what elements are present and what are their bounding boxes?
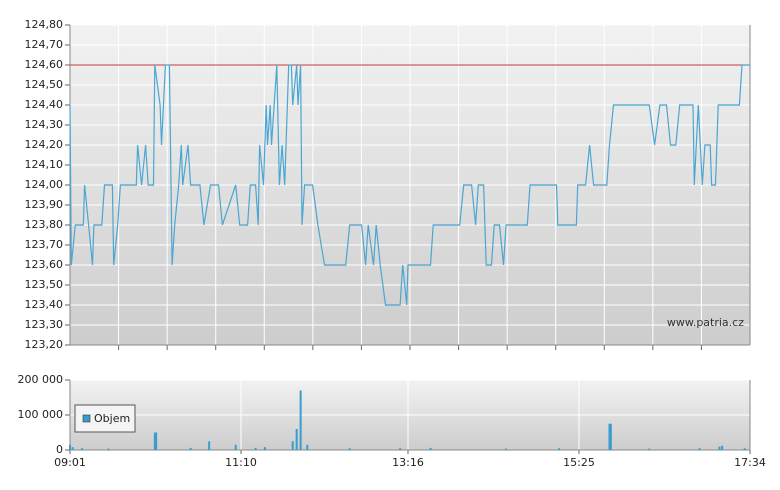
- price-line: [69, 64, 750, 306]
- volume-bar: [718, 446, 721, 450]
- volume-bar: [263, 447, 266, 450]
- volume-bar: [743, 448, 746, 450]
- volume-bar: [234, 444, 237, 450]
- volume-bar: [299, 390, 302, 450]
- volume-bar: [155, 432, 158, 450]
- y-tick-label: 123,80: [25, 218, 64, 231]
- volume-bar: [71, 447, 74, 450]
- y-tick-label: 123,90: [25, 198, 64, 211]
- volume-bar: [721, 445, 724, 450]
- y-tick-label: 124,30: [25, 118, 64, 131]
- y-tick-label: 123,60: [25, 258, 64, 271]
- y-tick-label: 124,70: [25, 38, 64, 51]
- volume-bar: [698, 448, 701, 450]
- volume-bar: [80, 448, 83, 450]
- watermark: www.patria.cz: [667, 316, 744, 329]
- volume-bar: [189, 447, 192, 450]
- y-tick-label: 123,40: [25, 298, 64, 311]
- volume-bar: [399, 448, 402, 450]
- volume-bar: [348, 448, 351, 450]
- volume-bar: [153, 432, 156, 450]
- y-tick-label: 124,10: [25, 158, 64, 171]
- volume-bar: [107, 448, 110, 450]
- y-tick-label: 123,20: [25, 338, 64, 351]
- volume-bar: [429, 447, 432, 450]
- y-tick-label: 124,40: [25, 98, 64, 111]
- volume-bar: [608, 423, 611, 450]
- volume-bar: [648, 448, 651, 450]
- volume-bar: [558, 448, 561, 450]
- x-tick-label: 09:01: [54, 456, 86, 469]
- volume-bar: [69, 444, 71, 450]
- y-tick-label: 124,60: [25, 58, 64, 71]
- volume-bar: [295, 429, 298, 450]
- volume-bar: [505, 448, 508, 450]
- volume-bar: [208, 441, 211, 450]
- volume-bar: [254, 447, 257, 450]
- y-tick-label: 200 000: [18, 373, 64, 386]
- volume-bar: [609, 423, 612, 450]
- y-tick-label: 124,80: [25, 18, 64, 31]
- x-tick-label: 11:10: [225, 456, 257, 469]
- y-tick-label: 123,70: [25, 238, 64, 251]
- legend-swatch: [82, 414, 91, 423]
- y-tick-label: 123,30: [25, 318, 64, 331]
- volume-bar: [291, 441, 294, 450]
- y-tick-label: 124,00: [25, 178, 64, 191]
- y-tick-label: 0: [56, 443, 63, 456]
- x-tick-label: 13:16: [392, 456, 424, 469]
- volume-bar: [306, 444, 309, 450]
- y-tick-label: 124,50: [25, 78, 64, 91]
- x-tick-label: 17:34: [734, 456, 766, 469]
- y-tick-label: 123,50: [25, 278, 64, 291]
- legend-label: Objem: [94, 412, 130, 425]
- x-tick-label: 15:25: [563, 456, 595, 469]
- y-tick-label: 100 000: [18, 408, 64, 421]
- y-tick-label: 124,20: [25, 138, 64, 151]
